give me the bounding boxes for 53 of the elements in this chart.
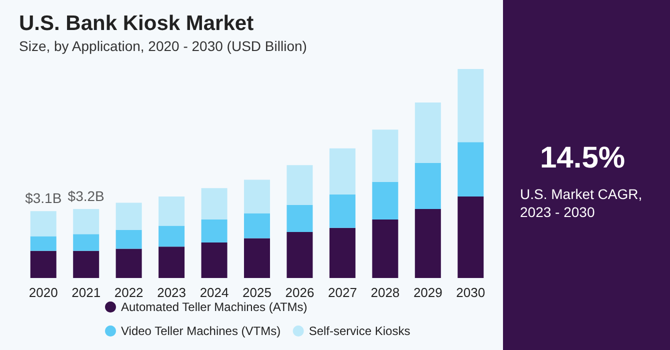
bar [158, 246, 185, 278]
bar [30, 250, 56, 278]
bar [329, 148, 356, 194]
chart-title: U.S. Bank Kiosk Market [19, 12, 254, 35]
x-tick-label: 2029 [413, 285, 442, 300]
bar [372, 219, 398, 278]
annotation: $3.2B [68, 188, 104, 204]
text: U.S. Market CAGR, 2023 - 2030 [520, 186, 646, 220]
bar [329, 228, 356, 278]
bar [458, 69, 484, 142]
bar [116, 248, 142, 278]
bar [458, 142, 484, 196]
bar [30, 236, 56, 251]
bar [30, 211, 56, 236]
annotation: $3.1B [25, 190, 62, 206]
x-tick-label: 2022 [114, 285, 144, 300]
bar [158, 226, 185, 247]
x-tick-label: 2024 [200, 285, 229, 300]
bar [116, 202, 142, 230]
bar [201, 242, 228, 278]
bar [414, 102, 441, 164]
x-tick-label: 2020 [28, 285, 58, 300]
bar [73, 209, 100, 234]
bar [286, 204, 313, 232]
bar [73, 250, 100, 278]
bar [201, 188, 228, 220]
x-tick-label: 2030 [456, 285, 486, 300]
bar [372, 130, 398, 182]
bar [244, 238, 270, 278]
x-tick-label: 2021 [72, 285, 101, 300]
x-tick-label: 2028 [370, 285, 400, 300]
x-tick-label: 2027 [328, 285, 357, 300]
legend-label: Self-service Kiosks [308, 324, 410, 338]
bar [244, 213, 270, 238]
bar [201, 219, 228, 242]
bar [372, 182, 398, 220]
bar [73, 234, 100, 251]
bar [414, 209, 441, 278]
chart-subtitle: Size, by Application, 2020 - 2030 (USD Billion) [19, 38, 307, 54]
x-tick-label: 2025 [242, 285, 272, 300]
bar [286, 232, 313, 278]
x-tick-label: 2026 [285, 285, 314, 300]
legend-label: Automated Teller Machines (ATMs) [121, 300, 308, 314]
bar [244, 180, 270, 214]
legend-label: Video Teller Machines (VTMs) [121, 324, 281, 338]
text: 14.5% [540, 142, 626, 174]
bar [286, 165, 313, 205]
bar [414, 163, 441, 210]
bar [329, 194, 356, 228]
bar [116, 230, 142, 249]
bar [458, 196, 484, 278]
bar [158, 196, 185, 226]
x-tick-label: 2023 [157, 285, 186, 300]
